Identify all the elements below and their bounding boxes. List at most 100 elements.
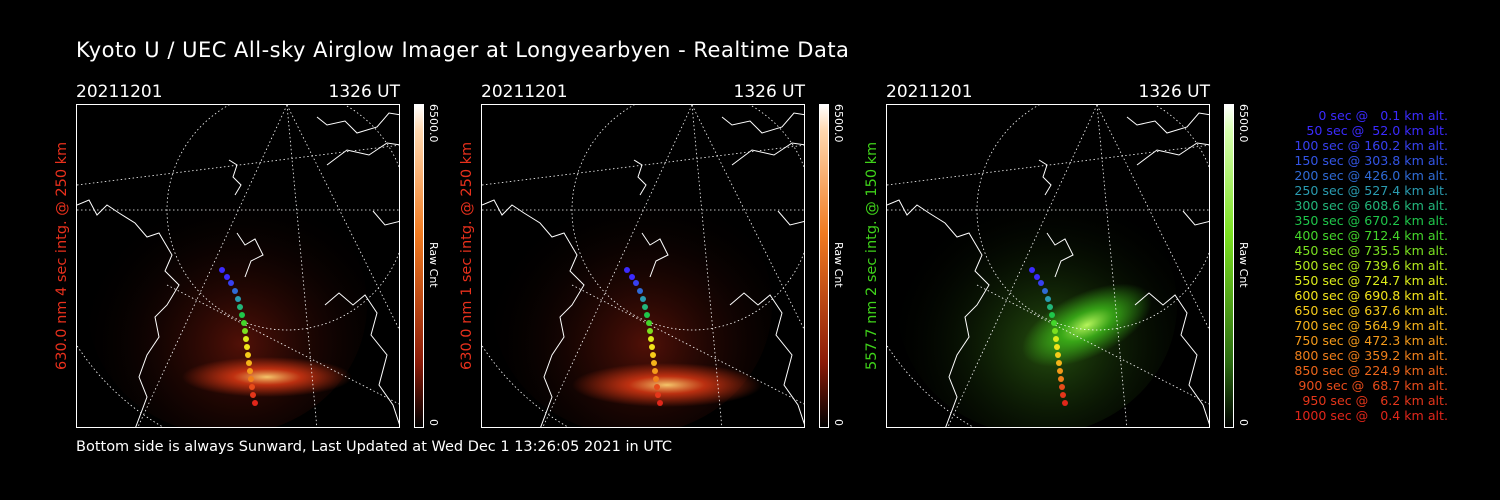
trajectory-point (252, 400, 258, 406)
trajectory-point (1051, 320, 1057, 326)
legend-entry: 250 sec @ 527.4 km alt. (1294, 183, 1448, 198)
legend-entry: 50 sec @ 52.0 km alt. (1306, 123, 1448, 138)
colorbar-min-label: 0 (1237, 419, 1250, 426)
trajectory-point (243, 336, 249, 342)
panel-wavelength-label: 630.0 nm 4 sec intg. @ 250 km (54, 141, 70, 370)
legend-entry: 100 sec @ 160.2 km alt. (1294, 138, 1448, 153)
trajectory-point (1060, 392, 1066, 398)
trajectory-point (633, 280, 639, 286)
trajectory-point (653, 376, 659, 382)
trajectory-point (245, 352, 251, 358)
trajectory-point (1029, 267, 1035, 273)
legend-entry: 650 sec @ 637.6 km alt. (1294, 303, 1448, 318)
legend-entry: 350 sec @ 670.2 km alt. (1294, 213, 1448, 228)
legend-entry: 750 sec @ 472.3 km alt. (1294, 333, 1448, 348)
trajectory-point (1047, 304, 1053, 310)
trajectory-point (640, 296, 646, 302)
colorbar-max-label: 6500.0 (427, 104, 440, 143)
trajectory-point (1034, 274, 1040, 280)
colorbar (414, 104, 424, 428)
trajectory-point (235, 296, 241, 302)
trajectory-point (650, 352, 656, 358)
legend-entry: 800 sec @ 359.2 km alt. (1294, 348, 1448, 363)
trajectory-point (1059, 384, 1065, 390)
colorbar-unit-label: Raw Cnt (832, 242, 845, 288)
colorbar (1224, 104, 1234, 428)
airglow-field (897, 175, 1177, 427)
trajectory-point (248, 376, 254, 382)
aurora-emission (572, 363, 762, 407)
trajectory-point (644, 312, 650, 318)
trajectory-point (250, 392, 256, 398)
trajectory-point (1053, 336, 1059, 342)
legend-entry: 450 sec @ 735.5 km alt. (1294, 243, 1448, 258)
legend-entry: 200 sec @ 426.0 km alt. (1294, 168, 1448, 183)
trajectory-point (1049, 312, 1055, 318)
panel-wavelength-label: 557.7 nm 2 sec intg. @ 150 km (864, 141, 880, 370)
legend-entry: 550 sec @ 724.7 km alt. (1294, 273, 1448, 288)
colorbar (819, 104, 829, 428)
legend-entry: 900 sec @ 68.7 km alt. (1298, 378, 1448, 393)
trajectory-point (228, 280, 234, 286)
legend-entry: 950 sec @ 6.2 km alt. (1302, 393, 1448, 408)
trajectory-point (241, 320, 247, 326)
trajectory-point (1054, 344, 1060, 350)
geographic-grid (887, 105, 1209, 427)
coastline (77, 112, 399, 427)
trajectory-point (244, 344, 250, 350)
trajectory-point (1062, 400, 1068, 406)
legend-entry: 1000 sec @ 0.4 km alt. (1294, 408, 1448, 423)
trajectory-point (629, 274, 635, 280)
satellite-trajectory (1029, 267, 1068, 406)
footer-note: Bottom side is always Sunward, Last Upda… (76, 439, 673, 455)
trajectory-point (1045, 296, 1051, 302)
trajectory-legend: 0 sec @ 0.1 km alt. 50 sec @ 52.0 km alt.… (1262, 108, 1448, 423)
page-title: Kyoto U / UEC All-sky Airglow Imager at … (76, 38, 850, 62)
trajectory-point (646, 320, 652, 326)
colorbar-unit-label: Raw Cnt (1237, 242, 1250, 288)
legend-entry: 700 sec @ 564.9 km alt. (1294, 318, 1448, 333)
legend-entry: 600 sec @ 690.8 km alt. (1294, 288, 1448, 303)
trajectory-point (1056, 360, 1062, 366)
trajectory-point (247, 368, 253, 374)
legend-entry: 150 sec @ 303.8 km alt. (1294, 153, 1448, 168)
trajectory-point (651, 360, 657, 366)
trajectory-point (1052, 328, 1058, 334)
colorbar-unit-label: Raw Cnt (427, 242, 440, 288)
airglow-field (492, 175, 772, 427)
coastline (887, 112, 1209, 427)
trajectory-point (647, 328, 653, 334)
legend-entry: 0 sec @ 0.1 km alt. (1318, 108, 1448, 123)
coastline (482, 112, 804, 427)
allsky-image (76, 104, 400, 428)
trajectory-point (1057, 368, 1063, 374)
colorbar-min-label: 0 (832, 419, 845, 426)
trajectory-point (1038, 280, 1044, 286)
trajectory-point (224, 274, 230, 280)
aurora-emission (182, 357, 352, 397)
trajectory-point (242, 328, 248, 334)
trajectory-point (637, 288, 643, 294)
allsky-image (481, 104, 805, 428)
trajectory-point (237, 304, 243, 310)
legend-entry: 500 sec @ 739.6 km alt. (1294, 258, 1448, 273)
allsky-map (887, 105, 1209, 427)
trajectory-point (657, 400, 663, 406)
trajectory-point (649, 344, 655, 350)
trajectory-point (239, 312, 245, 318)
allsky-map (77, 105, 399, 427)
colorbar-min-label: 0 (427, 419, 440, 426)
satellite-trajectory (219, 267, 258, 406)
panel-date: 20211201 (481, 82, 568, 102)
trajectory-point (642, 304, 648, 310)
trajectory-point (249, 384, 255, 390)
satellite-trajectory (624, 267, 663, 406)
colorbar-max-label: 6500.0 (1237, 104, 1250, 143)
panel-time: 1326 UT (328, 82, 401, 102)
panel-time: 1326 UT (733, 82, 806, 102)
trajectory-point (1058, 376, 1064, 382)
panel-date: 20211201 (76, 82, 163, 102)
trajectory-point (1042, 288, 1048, 294)
trajectory-point (654, 384, 660, 390)
trajectory-point (624, 267, 630, 273)
